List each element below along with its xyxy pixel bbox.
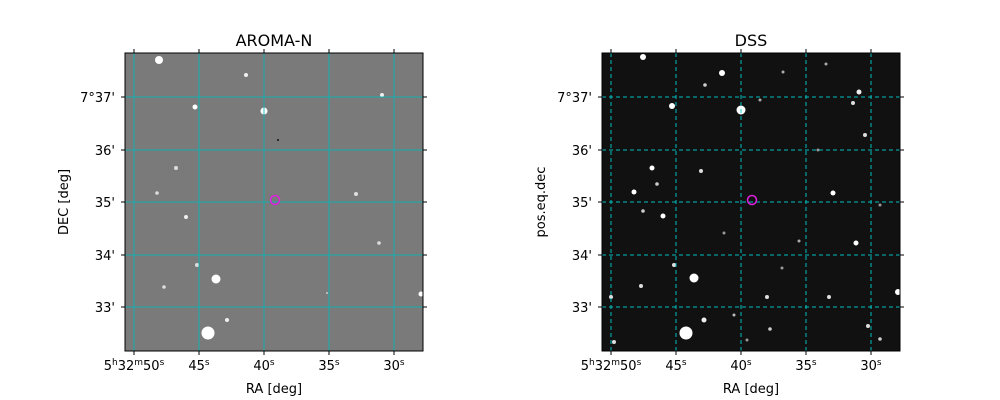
star <box>701 317 707 323</box>
star <box>655 182 659 186</box>
star <box>863 133 867 137</box>
star <box>851 101 855 105</box>
star <box>192 104 198 110</box>
y-tick-label: 7°37' <box>80 91 115 106</box>
y-axis-label-aroma-n: DEC [deg] <box>57 169 72 235</box>
star <box>155 56 163 64</box>
star-field-dss <box>609 54 901 344</box>
ticks-aroma-n <box>121 49 427 355</box>
star <box>878 337 882 341</box>
star <box>612 340 616 344</box>
y-tick-label: 33' <box>572 301 592 316</box>
y-tick-label: 35' <box>95 196 115 211</box>
star <box>174 166 178 170</box>
star <box>830 190 836 196</box>
panel-dss: DSS <box>534 31 904 397</box>
star <box>878 203 882 207</box>
x-axis-label-aroma-n: RA [deg] <box>246 382 302 397</box>
y-axis-label-dss: pos.eq.dec <box>534 167 549 238</box>
star <box>640 54 646 60</box>
coordinate-grid-aroma-n <box>125 53 423 351</box>
star <box>703 83 707 87</box>
y-tick-labels-dss: 7°37' 36' 35' 34' 33' <box>557 91 592 316</box>
star <box>377 241 381 245</box>
panel-aroma-n: AROMA-N <box>57 31 427 397</box>
x-tick-label: 5h32m50s <box>104 358 165 374</box>
star <box>641 209 645 213</box>
star <box>679 326 693 340</box>
star <box>354 192 358 196</box>
x-tick-label: 45s <box>665 358 687 374</box>
y-tick-label: 36' <box>572 144 592 159</box>
x-tick-label: 5h32m50s <box>581 358 642 374</box>
ticks-dss <box>598 49 904 355</box>
star <box>853 240 859 246</box>
panel-title-aroma-n: AROMA-N <box>236 31 313 50</box>
star <box>639 284 643 288</box>
star <box>745 338 749 342</box>
star <box>797 239 801 243</box>
star <box>827 295 831 299</box>
star <box>649 165 655 171</box>
x-tick-label: 30s <box>383 358 405 374</box>
y-tick-label: 36' <box>95 144 115 159</box>
target-marker-dss <box>746 194 758 206</box>
star-field-aroma-n <box>155 56 424 340</box>
star <box>211 274 221 284</box>
star <box>162 285 166 289</box>
star <box>781 70 785 74</box>
x-tick-labels-aroma-n: 5h32m50s 45s 40s 35s 30s <box>104 358 405 374</box>
x-axis-label-dss: RA [deg] <box>723 382 779 397</box>
star <box>689 273 699 283</box>
star <box>816 148 820 152</box>
target-marker-aroma-n <box>269 194 281 206</box>
y-tick-labels-aroma-n: 7°37' 36' 35' 34' 33' <box>80 91 115 316</box>
star <box>758 98 762 102</box>
star <box>824 62 828 66</box>
x-tick-label: 35s <box>795 358 817 374</box>
star <box>609 295 613 299</box>
star <box>768 327 772 331</box>
star <box>380 93 384 97</box>
y-tick-label: 34' <box>95 249 115 264</box>
star <box>780 266 784 270</box>
star <box>155 191 159 195</box>
star <box>660 213 666 219</box>
star <box>669 103 675 109</box>
star <box>866 324 870 328</box>
star <box>699 169 703 173</box>
x-tick-label: 40s <box>730 358 752 374</box>
star <box>672 263 676 267</box>
star <box>225 318 229 322</box>
star <box>277 139 279 141</box>
y-tick-label: 35' <box>572 196 592 211</box>
star <box>722 231 726 235</box>
star <box>856 89 862 95</box>
x-tick-labels-dss: 5h32m50s 45s 40s 35s 30s <box>581 358 882 374</box>
star <box>195 263 199 267</box>
star <box>719 70 725 76</box>
star <box>244 73 248 77</box>
star <box>184 215 188 219</box>
star <box>732 313 736 317</box>
star <box>201 326 215 340</box>
y-tick-label: 7°37' <box>557 91 592 106</box>
x-tick-label: 40s <box>253 358 275 374</box>
x-tick-label: 45s <box>188 358 210 374</box>
star <box>631 189 637 195</box>
x-tick-label: 35s <box>318 358 340 374</box>
y-tick-label: 33' <box>95 301 115 316</box>
star <box>326 292 328 294</box>
coordinate-grid-dss <box>602 53 900 351</box>
star <box>765 295 769 299</box>
star <box>418 291 424 297</box>
x-tick-label: 30s <box>860 358 882 374</box>
y-tick-label: 34' <box>572 249 592 264</box>
panel-title-dss: DSS <box>735 31 768 50</box>
